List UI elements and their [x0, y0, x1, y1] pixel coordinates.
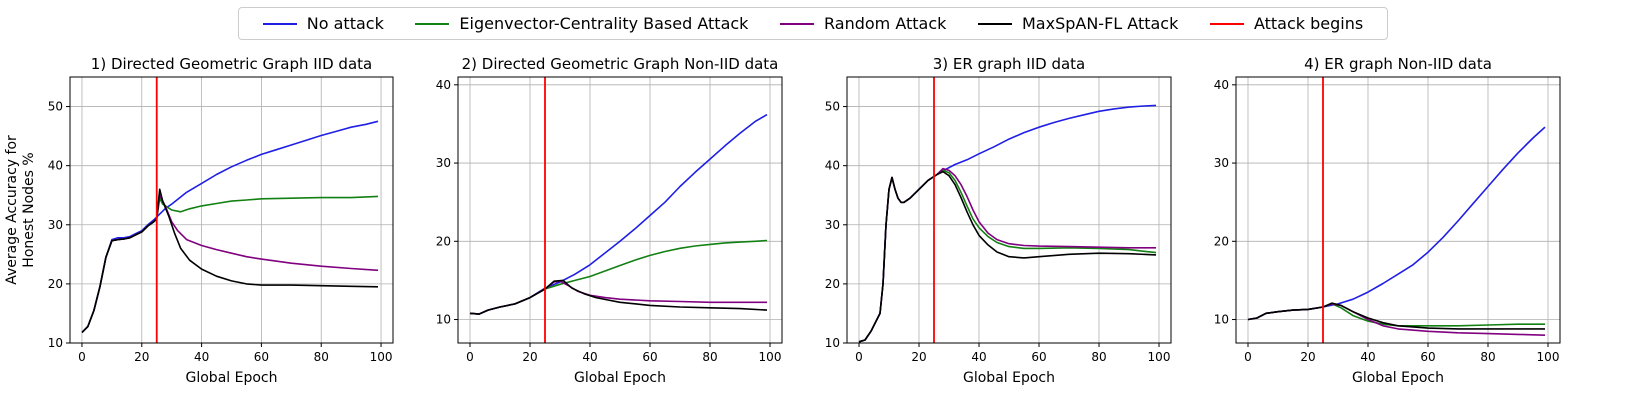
x-tick-label: 40	[971, 350, 986, 364]
plot-frame	[69, 76, 394, 344]
y-tick-label: 50	[48, 100, 63, 114]
x-tick-label: 0	[1244, 350, 1252, 364]
y-tick-label: 20	[48, 277, 63, 291]
x-tick-label: 80	[314, 350, 329, 364]
legend-item: Random Attack	[780, 14, 946, 33]
x-tick-label: 0	[855, 350, 863, 364]
x-tick-label: 60	[642, 350, 657, 364]
chart-legend: No attack Eigenvector-Centrality Based At…	[238, 7, 1388, 40]
x-tick-label: 60	[1420, 350, 1435, 364]
series-line	[1247, 303, 1545, 327]
y-tick-label: 30	[48, 218, 63, 232]
x-tick-label: 80	[1480, 350, 1495, 364]
chart-panel: 0 20 40 60 80 100 10 20 30 40 50 3) ER graph IID da…	[825, 55, 1172, 386]
legend-item: No attack	[262, 14, 384, 33]
legend-swatch	[978, 22, 1012, 25]
x-tick-label: 100	[1148, 350, 1171, 364]
x-tick-label: 40	[582, 350, 597, 364]
chart-title: 1) Directed Geometric Graph IID data	[91, 55, 372, 73]
x-tick-label: 20	[911, 350, 926, 364]
series-line	[858, 170, 1157, 343]
chart-title: 4) ER graph Non-IID data	[1304, 55, 1492, 73]
series-line	[1247, 126, 1546, 321]
y-tick-label: 10	[1214, 313, 1229, 327]
x-tick-label: 40	[194, 350, 209, 364]
x-axis-label: Global Epoch	[186, 370, 278, 386]
y-tick-label: 10	[48, 336, 63, 350]
legend-swatch	[780, 22, 815, 25]
y-tick-label: 40	[436, 78, 451, 92]
legend-swatch	[1209, 22, 1244, 25]
chart-panel: 0 20 40 60 80 100 10 20 30 40 50 1) Directed Geomet…	[4, 55, 394, 386]
y-tick-label: 30	[825, 218, 840, 232]
chart-panel: 0 20 40 60 80 100 10 20 30 40 4) ER graph Non-IID …	[1214, 55, 1561, 386]
x-tick-label: 100	[759, 350, 782, 364]
x-tick-label: 100	[370, 350, 393, 364]
y-tick-label: 40	[48, 159, 63, 173]
y-tick-label: 40	[825, 159, 840, 173]
y-tick-label: 30	[436, 156, 451, 170]
x-tick-label: 100	[1537, 350, 1560, 364]
legend-swatch	[262, 22, 297, 25]
chart-panel: 0 20 40 60 80 100 10 20 30 40 2) Directed Geometri…	[436, 55, 783, 386]
y-tick-label: 20	[825, 277, 840, 291]
legend-swatch	[415, 22, 450, 25]
x-tick-label: 80	[702, 350, 717, 364]
x-tick-label: 80	[1091, 350, 1106, 364]
legend-item: MaxSpAN-FL Attack	[978, 14, 1178, 33]
legend-label: Random Attack	[824, 14, 947, 33]
plot-frame	[457, 76, 783, 344]
legend-label: Attack begins	[1253, 14, 1364, 33]
series-line	[81, 194, 379, 333]
y-tick-label: 20	[1214, 234, 1229, 248]
y-tick-label: 10	[825, 336, 840, 350]
x-tick-label: 20	[522, 350, 537, 364]
y-tick-label: 30	[1214, 156, 1229, 170]
series-line	[858, 104, 1157, 343]
x-tick-label: 0	[78, 350, 86, 364]
plot-frame	[1235, 76, 1561, 344]
x-tick-label: 20	[1300, 350, 1315, 364]
series-line	[858, 167, 1156, 343]
y-axis-label: Average Accuracy forHonest Nodes %	[4, 135, 37, 285]
series-line	[469, 113, 768, 315]
series-line	[469, 279, 768, 315]
x-tick-label: 60	[1031, 350, 1046, 364]
series-line	[81, 188, 379, 333]
legend-label: Eigenvector-Centrality Based Attack	[459, 14, 749, 33]
legend-item: Eigenvector-Centrality Based Attack	[415, 14, 748, 33]
series-line	[469, 280, 767, 315]
y-tick-label: 10	[436, 313, 451, 327]
plot-frame	[846, 76, 1172, 344]
legend-label: MaxSpAN-FL Attack	[1022, 14, 1179, 33]
y-tick-label: 40	[1214, 78, 1229, 92]
y-tick-label: 20	[436, 234, 451, 248]
x-tick-label: 0	[466, 350, 474, 364]
series-line	[81, 120, 379, 333]
legend-item: Attack begins	[1209, 14, 1364, 33]
x-tick-label: 40	[1360, 350, 1375, 364]
x-axis-label: Global Epoch	[574, 370, 666, 386]
x-tick-label: 60	[254, 350, 269, 364]
series-line	[1247, 302, 1545, 330]
chart-title: 2) Directed Geometric Graph Non-IID data	[462, 55, 779, 73]
x-tick-label: 20	[134, 350, 149, 364]
y-tick-label: 50	[825, 100, 840, 114]
x-axis-label: Global Epoch	[963, 370, 1055, 386]
x-axis-label: Global Epoch	[1352, 370, 1444, 386]
chart-title: 3) ER graph IID data	[933, 55, 1085, 73]
legend-label: No attack	[306, 14, 384, 33]
series-line	[81, 195, 379, 333]
